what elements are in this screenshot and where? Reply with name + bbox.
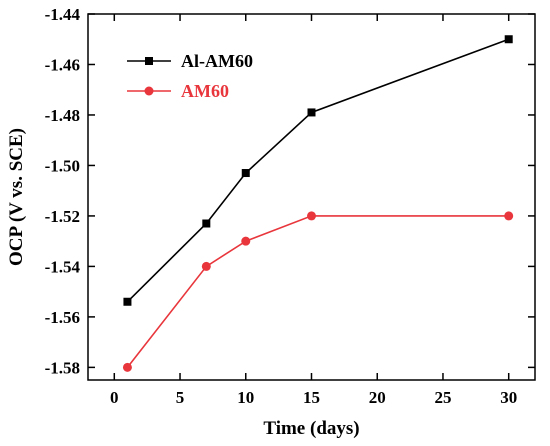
x-tick-label: 5 — [176, 388, 185, 407]
data-point-circle — [241, 236, 251, 246]
y-axis-title: OCP (V vs. SCE) — [6, 128, 27, 266]
y-tick-label: -1.48 — [45, 106, 80, 125]
y-tick-label: -1.46 — [45, 55, 80, 74]
axis-ticks: 0 5 10 15 20 25 30 -1.58 -1.56 -1.54 -1.52 -1.50 -1.… — [45, 5, 535, 407]
data-point-square — [123, 297, 132, 306]
data-point-square — [202, 219, 211, 228]
data-point-circle — [307, 211, 316, 221]
legend-marker-al-am60 — [145, 57, 153, 65]
legend-label-am60: AM60 — [181, 81, 229, 101]
series-line-0 — [126, 38, 509, 303]
x-tick-label: 0 — [110, 388, 119, 407]
data-point-circle — [201, 261, 211, 271]
series-layer — [122, 35, 514, 372]
x-axis-title: Time (days) — [263, 418, 359, 439]
x-tick-label: 15 — [303, 388, 320, 407]
x-tick-label: 10 — [237, 388, 254, 407]
legend-label-al-am60: Al-AM60 — [181, 51, 253, 71]
y-tick-label: -1.58 — [45, 358, 80, 377]
legend: Al-AM60 AM60 — [127, 51, 253, 101]
y-tick-label: -1.50 — [45, 156, 80, 175]
data-point-square — [307, 108, 316, 117]
data-point-circle — [122, 362, 132, 372]
y-tick-label: -1.52 — [45, 207, 80, 226]
series-line-1 — [126, 215, 509, 368]
data-point-square — [241, 169, 250, 178]
x-tick-label: 25 — [434, 388, 451, 407]
legend-marker-am60 — [144, 86, 154, 96]
data-point-square — [504, 35, 513, 44]
x-tick-label: 30 — [500, 388, 517, 407]
data-point-circle — [504, 211, 514, 221]
x-tick-label: 20 — [369, 388, 386, 407]
y-tick-label: -1.56 — [45, 308, 80, 327]
y-tick-label: -1.54 — [45, 257, 81, 276]
plot-frame — [87, 13, 536, 381]
y-tick-label: -1.44 — [45, 5, 81, 24]
